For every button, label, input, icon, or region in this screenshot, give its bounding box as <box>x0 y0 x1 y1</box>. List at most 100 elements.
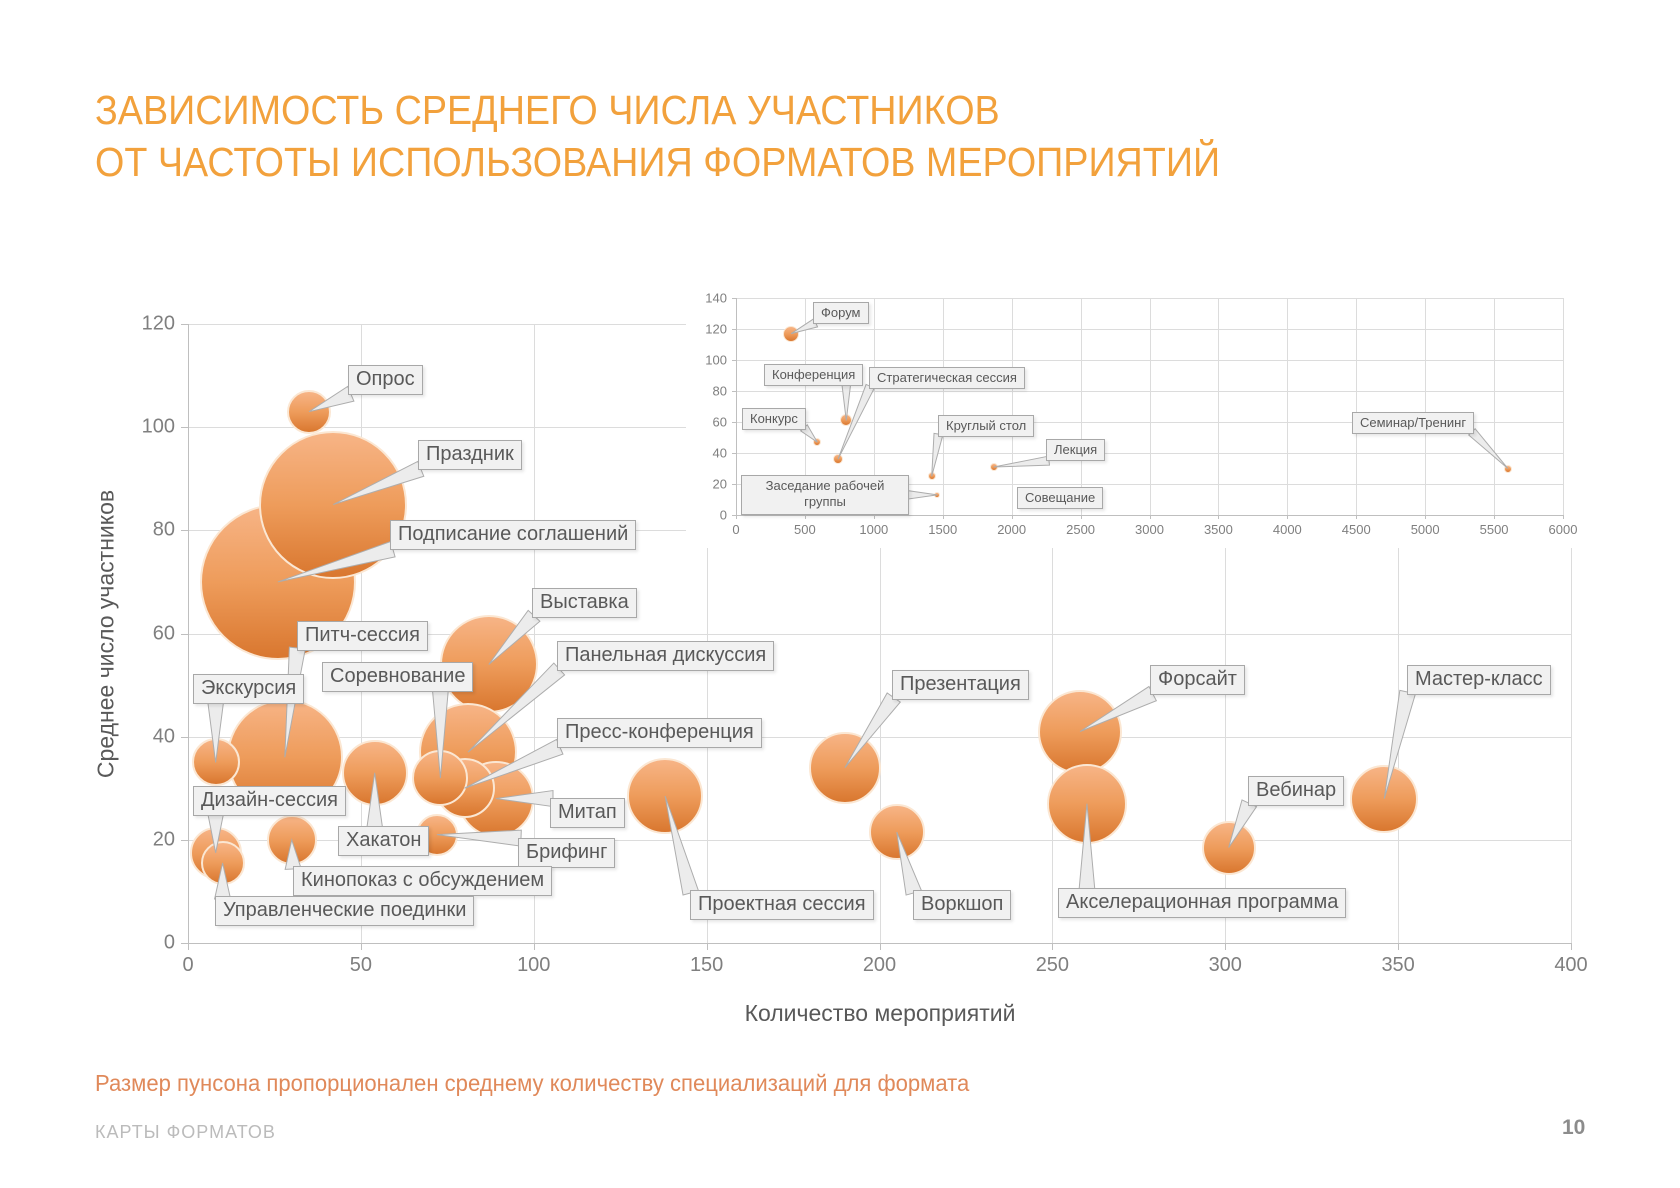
x-tick-label: 2500 <box>1066 522 1096 537</box>
callout-label: Управленческие поединки <box>215 896 475 926</box>
gridline-horizontal <box>736 329 1563 330</box>
gridline-horizontal <box>736 422 1563 423</box>
gridline-horizontal <box>188 633 1571 635</box>
bubble-point <box>783 325 800 342</box>
x-axis-line <box>736 515 1563 516</box>
y-tick-mark <box>732 391 736 392</box>
callout-label: Заседание рабочей группы <box>741 475 909 515</box>
gridline-vertical <box>1011 298 1013 515</box>
bubble-point <box>1350 764 1419 833</box>
bubble-point <box>989 462 998 471</box>
callout-label: Воркшоп <box>913 890 1012 920</box>
y-tick-label: 100 <box>141 415 175 438</box>
callout-label: Праздник <box>418 440 522 470</box>
x-tick-mark <box>1080 515 1082 519</box>
y-tick-label: 60 <box>712 414 727 430</box>
x-tick-mark <box>879 943 881 950</box>
callout-label: Выставка <box>532 588 637 618</box>
x-tick-mark <box>706 943 708 950</box>
y-tick-mark <box>181 324 188 325</box>
callout-label: Брифинг <box>518 838 616 868</box>
bubble-point <box>868 804 925 861</box>
gridline-vertical <box>1080 298 1082 515</box>
x-tick-label: 2000 <box>997 522 1027 537</box>
bubble-point <box>1038 689 1123 774</box>
callout-label: Презентация <box>892 670 1029 700</box>
x-tick-label: 6000 <box>1548 522 1578 537</box>
gridline-horizontal <box>736 298 1563 299</box>
slide-title-line1: ЗАВИСИМОСТЬ СРЕДНЕГО ЧИСЛА УЧАСТНИКОВ <box>95 87 1000 133</box>
callout-label: Дизайн-сессия <box>193 786 347 816</box>
x-tick-label: 250 <box>1035 954 1070 976</box>
bubble-point <box>266 814 317 865</box>
y-tick-mark <box>181 633 188 635</box>
y-axis-title: Среднее число участников <box>92 489 119 779</box>
callout-label: Митап <box>550 798 625 828</box>
x-tick-label: 4500 <box>1341 522 1371 537</box>
callout-label: Форсайт <box>1150 665 1245 695</box>
y-tick-label: 40 <box>712 445 727 461</box>
x-tick-label: 100 <box>517 954 551 976</box>
callout-label: Соревнование <box>322 662 474 692</box>
x-tick-label: 400 <box>1554 954 1588 976</box>
x-tick-label: 0 <box>732 522 740 537</box>
bubble-point <box>808 731 881 804</box>
y-tick-label: 40 <box>152 725 175 748</box>
callout-label: Экскурсия <box>193 674 305 704</box>
x-tick-mark <box>1287 515 1289 519</box>
callout-label: Конкурс <box>742 408 806 430</box>
bubble-point <box>1201 820 1256 875</box>
x-tick-label: 5500 <box>1479 522 1509 537</box>
x-tick-mark <box>1052 943 1054 950</box>
y-axis-line <box>736 298 737 515</box>
gridline-vertical <box>804 298 806 515</box>
gridline-horizontal <box>736 391 1563 392</box>
callout-label: Подписание соглашений <box>390 520 637 550</box>
callout-label: Форум <box>813 302 869 324</box>
callout-label: Питч-сессия <box>297 621 428 651</box>
x-tick-mark <box>1425 515 1427 519</box>
gridline-horizontal <box>736 453 1563 454</box>
y-tick-label: 80 <box>712 383 727 399</box>
x-tick-mark <box>1011 515 1013 519</box>
x-tick-label: 300 <box>1208 954 1242 976</box>
x-tick-mark <box>1225 943 1227 950</box>
x-tick-mark <box>736 515 737 519</box>
gridline-horizontal <box>736 484 1563 485</box>
y-axis-line <box>188 324 189 943</box>
x-tick-mark <box>1218 515 1220 519</box>
y-tick-mark <box>181 839 188 841</box>
x-tick-label: 350 <box>1381 954 1415 976</box>
x-tick-mark <box>873 515 875 519</box>
callout-label: Лекция <box>1046 439 1106 461</box>
bubble-point <box>1503 464 1512 473</box>
x-axis-line <box>188 943 1571 944</box>
gridline-vertical <box>1149 298 1151 515</box>
callout-label: Акселерационная программа <box>1058 888 1347 918</box>
bubble-point <box>287 389 331 434</box>
y-tick-label: 140 <box>705 290 727 306</box>
x-tick-mark <box>1356 515 1358 519</box>
x-tick-mark <box>1571 943 1572 950</box>
y-tick-label: 20 <box>712 476 727 492</box>
callout-label: Опрос <box>348 365 423 395</box>
y-tick-mark <box>732 515 736 516</box>
callout-label: Кинопоказ с обсуждением <box>293 866 553 896</box>
gridline-vertical <box>1494 298 1496 515</box>
bubble-point <box>927 472 936 481</box>
y-tick-mark <box>181 530 188 532</box>
y-tick-label: 120 <box>705 321 727 337</box>
x-tick-mark <box>1563 515 1564 519</box>
y-tick-label: 20 <box>152 828 175 851</box>
x-tick-mark <box>1494 515 1496 519</box>
y-tick-mark <box>181 736 188 738</box>
callout-label: Конференция <box>764 364 864 386</box>
gridline-vertical <box>1571 324 1572 943</box>
x-tick-mark <box>1398 943 1400 950</box>
y-tick-mark <box>732 298 736 299</box>
bubble-point <box>1046 763 1127 844</box>
callout-label: Пресс-конференция <box>557 718 762 748</box>
slide-title-line2: ОТ ЧАСТОТЫ ИСПОЛЬЗОВАНИЯ ФОРМАТОВ МЕРОПР… <box>95 139 1221 186</box>
callout-label: Круглый стол <box>938 415 1035 437</box>
